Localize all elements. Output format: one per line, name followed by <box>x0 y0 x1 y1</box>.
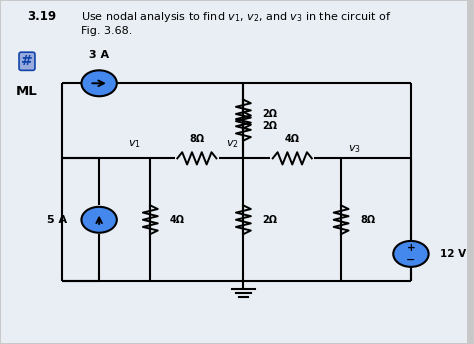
Circle shape <box>82 207 117 233</box>
Text: 3 A: 3 A <box>89 50 109 60</box>
Text: $v_1$: $v_1$ <box>128 138 141 150</box>
Text: ML: ML <box>16 85 38 98</box>
Circle shape <box>393 241 428 267</box>
Text: $v_3$: $v_3$ <box>348 143 361 155</box>
Text: 3.19: 3.19 <box>27 10 56 23</box>
Text: 12 V: 12 V <box>440 249 466 259</box>
Text: −: − <box>406 255 416 265</box>
Text: 4Ω: 4Ω <box>169 215 184 225</box>
Circle shape <box>82 70 117 96</box>
Text: 8Ω: 8Ω <box>360 215 375 225</box>
Text: 4Ω: 4Ω <box>285 134 300 144</box>
Text: 2Ω: 2Ω <box>263 215 277 225</box>
Text: 2Ω: 2Ω <box>263 109 277 119</box>
Text: Use nodal analysis to find $v_1$, $v_2$, and $v_3$ in the circuit of
Fig. 3.68.: Use nodal analysis to find $v_1$, $v_2$,… <box>81 10 391 35</box>
FancyBboxPatch shape <box>1 1 467 343</box>
Text: 2Ω: 2Ω <box>263 121 277 131</box>
Text: 5 A: 5 A <box>47 215 67 225</box>
Text: +: + <box>407 243 415 253</box>
Text: #: # <box>21 54 33 68</box>
Text: $v_2$: $v_2$ <box>226 138 239 150</box>
Text: 8Ω: 8Ω <box>189 134 204 144</box>
